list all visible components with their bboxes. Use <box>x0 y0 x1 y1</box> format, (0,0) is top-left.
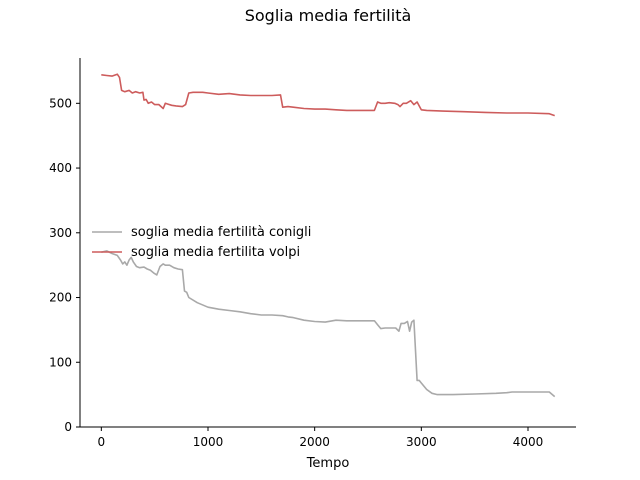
x-tick-label: 2000 <box>299 435 330 449</box>
y-tick-label: 300 <box>49 226 72 240</box>
y-axis-ticks: 0 100 200 300 400 500 <box>49 96 80 434</box>
x-tick-label: 4000 <box>513 435 544 449</box>
series-line-0 <box>101 250 556 398</box>
x-tick-label: 1000 <box>193 435 224 449</box>
y-tick-label: 100 <box>49 355 72 369</box>
plot-area <box>101 73 556 398</box>
x-axis-ticks: 0 1000 2000 3000 4000 <box>98 427 544 449</box>
y-tick-label: 0 <box>64 420 72 434</box>
y-tick-label: 500 <box>49 96 72 110</box>
y-tick-label: 200 <box>49 291 72 305</box>
x-tick-label: 3000 <box>406 435 437 449</box>
legend: soglia media fertilità conigli soglia me… <box>92 225 311 260</box>
series-line-1 <box>101 73 555 117</box>
legend-label-volpi: soglia media fertilita volpi <box>131 245 300 260</box>
y-tick-label: 400 <box>49 161 72 175</box>
x-axis-label: Tempo <box>306 456 350 471</box>
legend-label-conigli: soglia media fertilità conigli <box>131 225 311 240</box>
x-tick-label: 0 <box>98 435 106 449</box>
chart-title: Soglia media fertilità <box>245 6 412 25</box>
